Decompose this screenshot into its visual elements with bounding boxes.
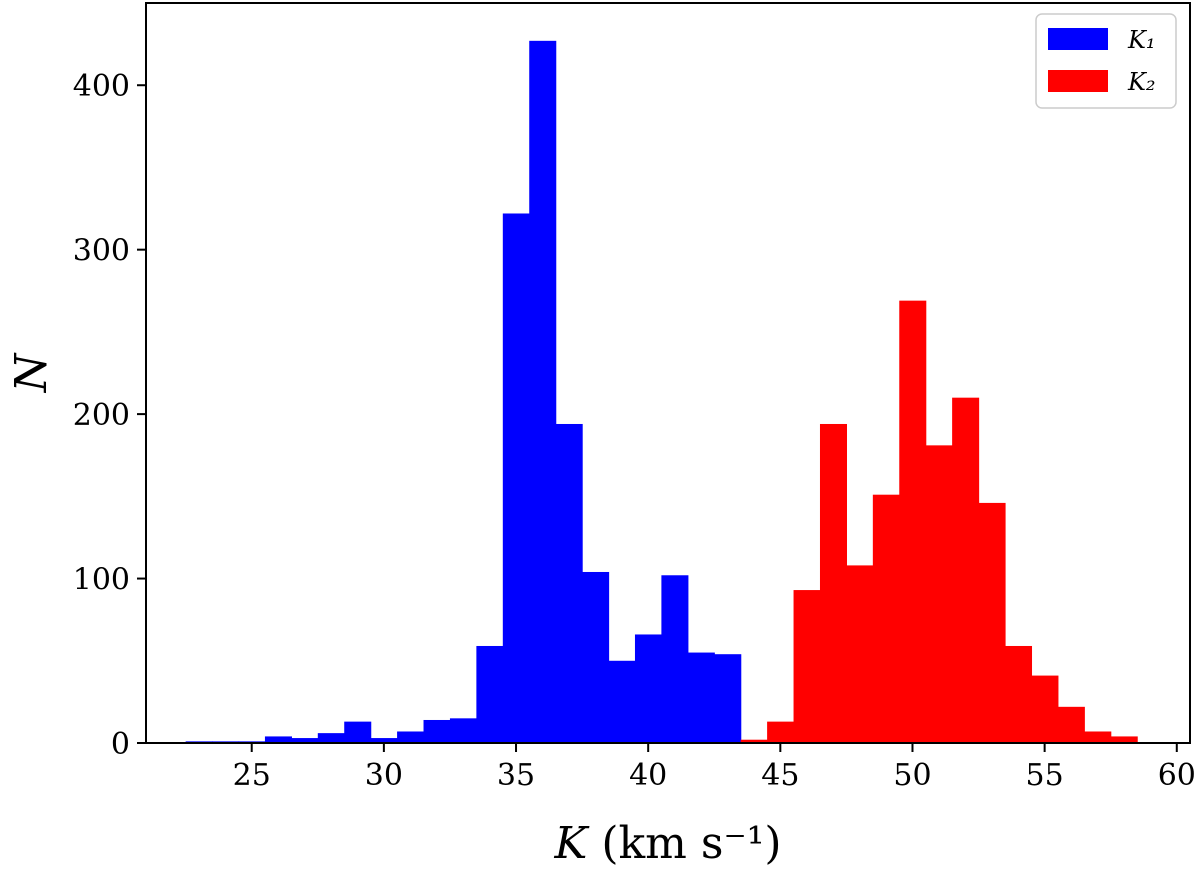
y-tick-label-400: 400 [73,69,130,104]
x-tick-label-35: 35 [497,758,535,793]
y-tick-label-300: 300 [73,234,130,269]
x-tick-label-55: 55 [1026,758,1064,793]
bar-k1-9 [423,719,451,743]
bar-k2-14 [1110,736,1138,743]
y-tick-label-200: 200 [73,398,130,433]
x-tick-label-25: 25 [233,758,271,793]
bar-k2-6 [899,300,927,743]
bar-k1-15 [582,571,610,743]
bar-k1-14 [555,423,583,743]
bar-k2-12 [1057,706,1085,743]
x-tick-label-40: 40 [629,758,667,793]
bar-k2-3 [819,423,848,743]
bar-k2-2 [793,590,821,743]
bar-k2-8 [952,397,980,743]
y-tick-label-0: 0 [111,727,130,762]
legend-label-k1: K₁ [1127,26,1156,54]
bar-k1-4 [291,738,319,743]
legend: K₁ K₂ [1035,13,1177,109]
bar-k1-17 [634,634,662,743]
bar-k1-16 [608,660,636,743]
bar-k1-10 [449,718,477,743]
bar-k2-9 [978,502,1006,743]
x-tick-label-60: 60 [1158,758,1196,793]
legend-swatch-k2 [1048,70,1108,92]
bar-k1-5 [317,733,345,743]
bar-k1-3 [264,736,292,743]
bar-k1-12 [502,213,530,743]
bar-k1-6 [344,721,372,743]
legend-label-k2: K₂ [1127,68,1156,96]
y-axis-label: N [6,352,57,393]
bar-k1-20 [714,654,742,743]
y-tick-label-100: 100 [73,563,130,598]
bar-k2-4 [846,565,874,743]
bar-k2-10 [1004,645,1033,743]
bar-k1-7 [370,738,398,743]
bar-k2-5 [872,494,900,743]
axes-frame [145,2,1191,744]
bar-k1-11 [476,645,504,743]
x-axis-label: K (km s⁻¹) [553,818,781,869]
bar-k2-13 [1084,731,1112,743]
bar-k1-13 [529,40,557,744]
bar-k1-19 [687,652,715,743]
bar-k2-0 [740,739,768,743]
legend-swatch-k1 [1048,28,1108,50]
bar-k1-8 [397,731,425,743]
x-tick-label-50: 50 [893,758,931,793]
bars-layer [185,40,1138,744]
x-tick-label-45: 45 [761,758,799,793]
bar-k2-1 [767,721,795,743]
bar-k2-11 [1031,675,1059,743]
x-tick-label-30: 30 [365,758,403,793]
bar-k1-18 [661,575,689,743]
bar-k2-7 [925,445,953,743]
ticks-layer: 25 30 35 40 45 50 55 60 0 100 200 300 400 [73,69,1196,793]
